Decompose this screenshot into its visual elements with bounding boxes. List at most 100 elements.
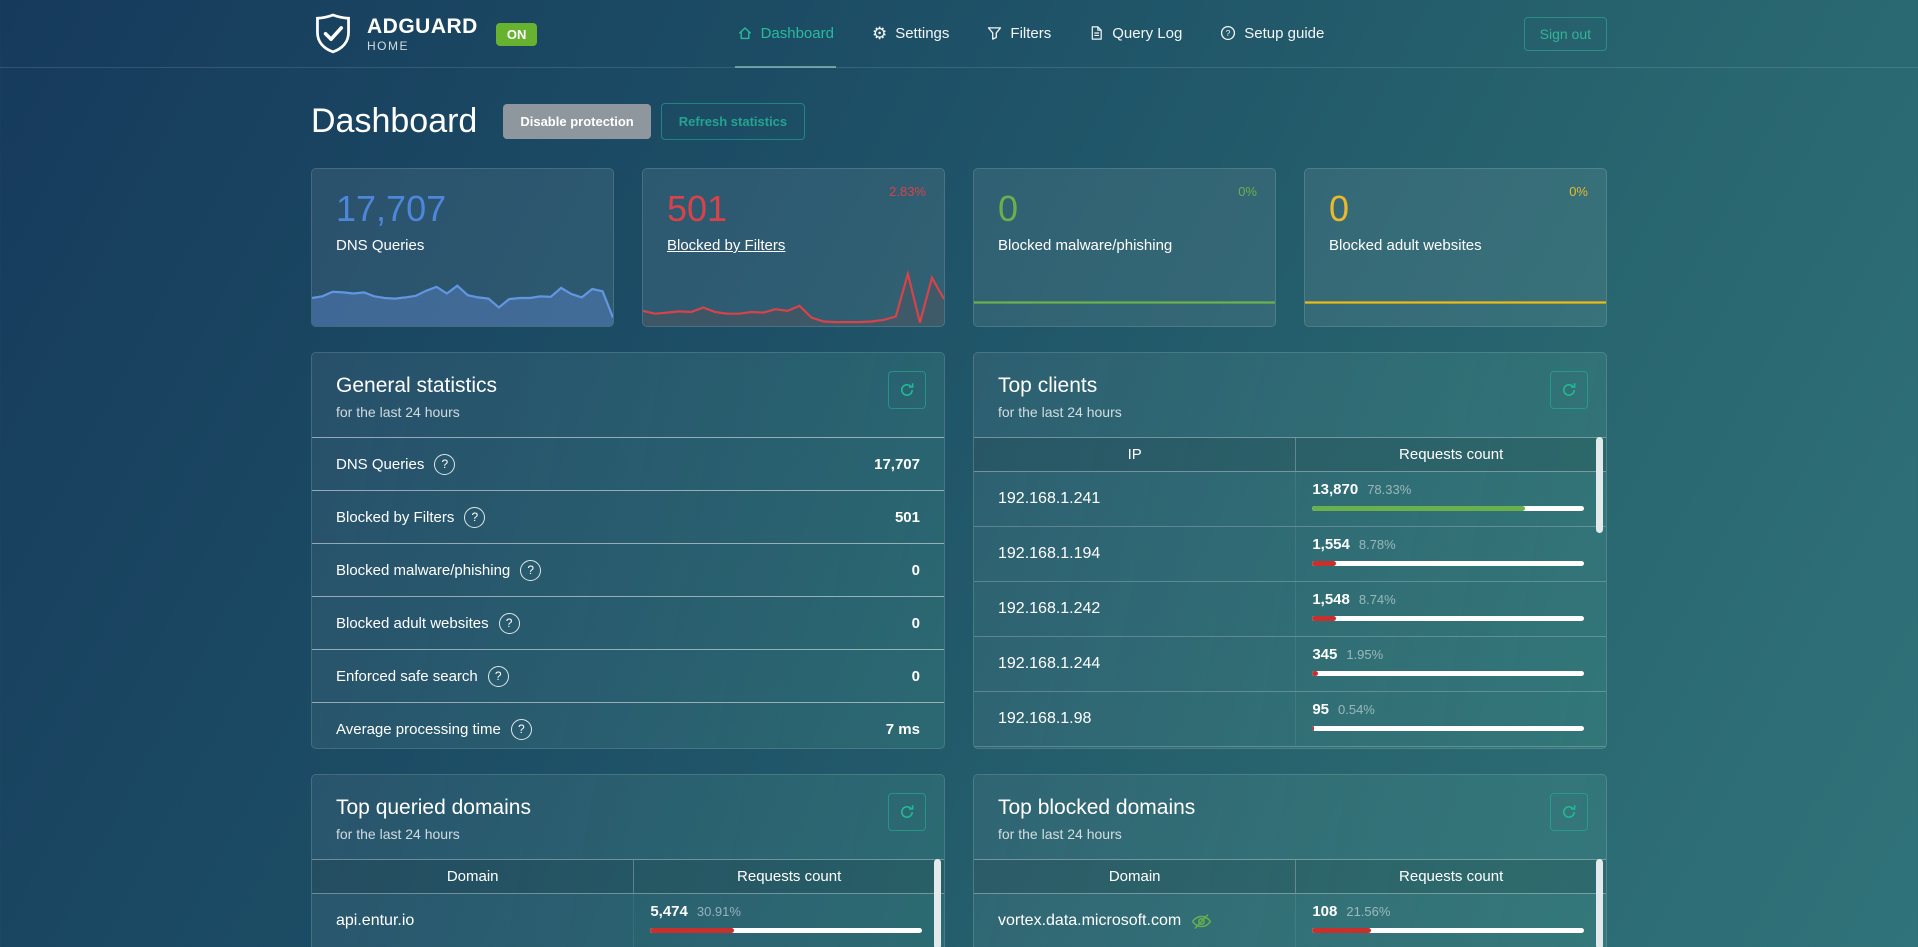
funnel-icon bbox=[988, 26, 1002, 40]
client-percent: 0.54% bbox=[1338, 702, 1375, 717]
progress-bar-fill bbox=[1312, 506, 1526, 511]
domain-name[interactable]: api.entur.io bbox=[312, 894, 635, 947]
nav-filters-label: Filters bbox=[1010, 24, 1052, 42]
blocked-adult-sparkline bbox=[1305, 270, 1606, 326]
client-ip[interactable]: 192.168.1.194 bbox=[974, 527, 1297, 581]
client-percent: 78.33% bbox=[1367, 482, 1412, 497]
domain-row[interactable]: api.entur.io 5,474 30.91% bbox=[312, 894, 944, 947]
domain-percent: 21.56% bbox=[1346, 904, 1391, 919]
progress-bar-fill bbox=[1312, 726, 1314, 731]
help-icon[interactable]: ? bbox=[464, 506, 486, 528]
scrollbar-thumb[interactable] bbox=[934, 859, 941, 947]
top-queried-domains-table-header: Domain Requests count bbox=[312, 859, 944, 894]
nav-setup-guide[interactable]: ? Setup guide bbox=[1218, 0, 1326, 68]
progress-bar bbox=[1312, 506, 1584, 511]
help-icon[interactable]: ? bbox=[487, 665, 509, 687]
dns-queries-value: 17,707 bbox=[336, 188, 447, 229]
stat-card-blocked-malware: 0 Blocked malware/phishing 0% bbox=[973, 168, 1276, 327]
scrollbar-thumb[interactable] bbox=[1596, 437, 1603, 533]
top-clients-table-header: IP Requests count bbox=[974, 437, 1606, 472]
blocked-adult-value: 0 bbox=[1329, 188, 1350, 229]
client-ip[interactable]: 192.168.1.98 bbox=[974, 692, 1297, 746]
top-navbar: ADGUARD HOME ON Dashboard ⚙ Settings Fil… bbox=[0, 0, 1918, 68]
stat-row-value: 0 bbox=[911, 561, 920, 579]
client-row[interactable]: 192.168.1.241 13,870 78.33% bbox=[974, 472, 1606, 527]
disable-protection-button[interactable]: Disable protection bbox=[503, 103, 651, 139]
top-clients-refresh-button[interactable] bbox=[1550, 371, 1588, 409]
stat-row-safe-search: Enforced safe search? 0 bbox=[312, 649, 944, 702]
stat-row-label: Blocked malware/phishing bbox=[336, 561, 511, 579]
progress-bar bbox=[650, 928, 922, 933]
dns-queries-sparkline bbox=[312, 270, 613, 326]
nav-settings-label: Settings bbox=[895, 24, 950, 42]
column-header-domain[interactable]: Domain bbox=[974, 860, 1297, 893]
help-icon[interactable]: ? bbox=[434, 453, 456, 475]
progress-bar-fill bbox=[650, 928, 735, 933]
stat-row-label: DNS Queries bbox=[336, 455, 425, 473]
stat-row-value: 0 bbox=[911, 667, 920, 685]
stat-row-blocked-malware: Blocked malware/phishing? 0 bbox=[312, 543, 944, 596]
stat-row-dns-queries: DNS Queries? 17,707 bbox=[312, 437, 944, 490]
progress-bar bbox=[1312, 726, 1584, 731]
general-statistics-subtitle: for the last 24 hours bbox=[336, 404, 460, 420]
blocked-adult-percent: 0% bbox=[1569, 184, 1588, 199]
column-header-requests-count[interactable]: Requests count bbox=[1399, 868, 1504, 885]
client-ip[interactable]: 192.168.1.244 bbox=[974, 637, 1297, 691]
top-blocked-domains-table-header: Domain Requests count bbox=[974, 859, 1606, 894]
client-row[interactable]: 192.168.1.242 1,548 8.74% bbox=[974, 582, 1606, 637]
nav-dashboard[interactable]: Dashboard bbox=[734, 0, 836, 68]
nav-filters[interactable]: Filters bbox=[985, 0, 1053, 68]
svg-text:?: ? bbox=[1226, 28, 1231, 38]
nav-settings[interactable]: ⚙ Settings bbox=[870, 0, 951, 68]
stat-cards-row: 17,707 DNS Queries 501 Blocked by Filter… bbox=[311, 168, 1607, 327]
stat-row-value: 17,707 bbox=[874, 455, 920, 473]
general-statistics-refresh-button[interactable] bbox=[888, 371, 926, 409]
column-header-requests-count[interactable]: Requests count bbox=[1399, 446, 1504, 463]
nav-query-log[interactable]: Query Log bbox=[1087, 0, 1184, 68]
refresh-statistics-button[interactable]: Refresh statistics bbox=[660, 102, 806, 140]
client-ip[interactable]: 192.168.1.241 bbox=[974, 472, 1297, 526]
column-header-domain[interactable]: Domain bbox=[312, 860, 635, 893]
top-clients-panel: Top clients for the last 24 hours IP Req… bbox=[973, 352, 1607, 749]
column-header-requests-count[interactable]: Requests count bbox=[737, 868, 842, 885]
domain-row[interactable]: vortex.data.microsoft.com 108 21.56% bbox=[974, 894, 1606, 947]
top-blocked-domains-title: Top blocked domains bbox=[998, 796, 1196, 819]
top-queried-domains-panel: Top queried domains for the last 24 hour… bbox=[311, 774, 945, 947]
stat-row-label: Blocked adult websites bbox=[336, 614, 489, 632]
client-row[interactable]: 192.168.1.244 345 1.95% bbox=[974, 637, 1606, 692]
blocked-malware-value: 0 bbox=[998, 188, 1019, 229]
stat-row-value: 501 bbox=[894, 508, 920, 526]
stat-row-blocked-adult: Blocked adult websites? 0 bbox=[312, 596, 944, 649]
stat-row-label: Enforced safe search bbox=[336, 667, 478, 685]
progress-bar-fill bbox=[1312, 561, 1337, 566]
refresh-icon bbox=[901, 383, 914, 396]
scrollbar-thumb[interactable] bbox=[1596, 859, 1603, 947]
client-row[interactable]: 192.168.1.98 95 0.54% bbox=[974, 692, 1606, 747]
client-percent: 8.74% bbox=[1358, 592, 1396, 607]
nav-setup-guide-label: Setup guide bbox=[1244, 24, 1325, 42]
help-icon[interactable]: ? bbox=[510, 718, 532, 740]
brand-name: ADGUARD bbox=[367, 15, 478, 38]
eye-off-icon[interactable] bbox=[1191, 911, 1212, 932]
client-count: 1,548 bbox=[1312, 591, 1350, 608]
client-row[interactable]: 192.168.1.194 1,554 8.78% bbox=[974, 527, 1606, 582]
protection-status-badge: ON bbox=[495, 22, 538, 46]
refresh-icon bbox=[1563, 805, 1576, 818]
stat-row-label: Blocked by Filters bbox=[336, 508, 455, 526]
column-header-ip[interactable]: IP bbox=[974, 438, 1297, 471]
top-queried-domains-refresh-button[interactable] bbox=[888, 793, 926, 831]
blocked-filters-link[interactable]: Blocked by Filters bbox=[667, 237, 786, 254]
document-icon bbox=[1091, 26, 1103, 40]
domain-name[interactable]: vortex.data.microsoft.com bbox=[998, 912, 1182, 929]
shield-check-icon bbox=[316, 13, 350, 54]
general-statistics-panel: General statistics for the last 24 hours… bbox=[311, 352, 945, 749]
sign-out-button[interactable]: Sign out bbox=[1523, 17, 1607, 51]
top-blocked-domains-refresh-button[interactable] bbox=[1550, 793, 1588, 831]
stat-card-dns-queries: 17,707 DNS Queries bbox=[311, 168, 614, 327]
client-ip[interactable]: 192.168.1.242 bbox=[974, 582, 1297, 636]
nav-dashboard-label: Dashboard bbox=[760, 24, 834, 42]
help-icon[interactable]: ? bbox=[498, 612, 520, 634]
client-count: 13,870 bbox=[1312, 481, 1359, 498]
adguard-logo: ADGUARD HOME ON bbox=[311, 12, 538, 56]
help-icon[interactable]: ? bbox=[520, 559, 542, 581]
